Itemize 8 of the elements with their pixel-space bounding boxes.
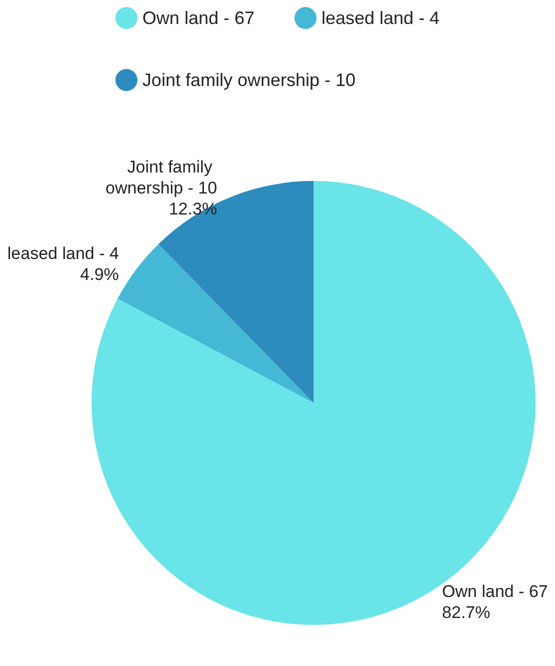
data-label: 82.7%	[442, 602, 490, 622]
legend-label: leased land - 4	[321, 8, 440, 28]
legend-label: Own land - 67	[142, 8, 254, 28]
slice-label: leased land - 4	[7, 244, 119, 263]
legend-label: Joint family ownership - 10	[142, 70, 356, 90]
slice-label: Joint family ownership - 10	[106, 158, 218, 198]
slice-label: Own land - 67	[442, 582, 548, 601]
data-label: 4.9%	[80, 264, 119, 284]
